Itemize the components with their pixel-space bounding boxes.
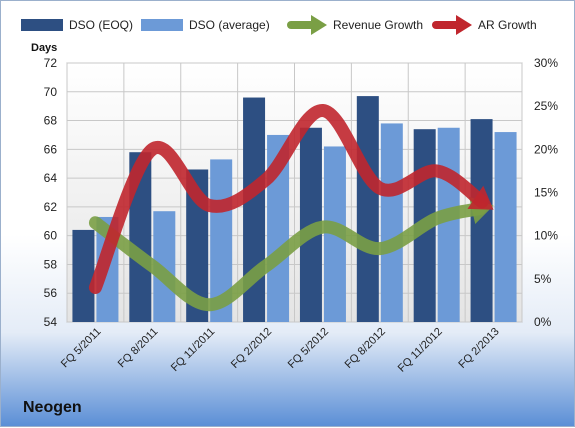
bar-dso-eoq — [356, 96, 379, 322]
y-left-tick-label: 62 — [44, 200, 58, 214]
bar-dso-average — [380, 123, 403, 322]
x-tick-label: FQ 11/2012 — [396, 326, 445, 375]
bar-dso-average — [153, 211, 176, 322]
y-left-tick-label: 60 — [44, 229, 58, 243]
y-right-tick-label: 5% — [534, 272, 552, 286]
y-right-tick-label: 30% — [534, 56, 558, 70]
bar-dso-eoq — [129, 152, 152, 322]
y-right-tick-label: 25% — [534, 99, 558, 113]
legend-swatch — [21, 19, 63, 31]
x-tick-label: FQ 5/2011 — [59, 326, 104, 371]
legend-label: Revenue Growth — [333, 18, 423, 32]
y-right-tick-label: 10% — [534, 229, 558, 243]
legend-swatch — [141, 19, 183, 31]
legend-arrowhead — [456, 15, 472, 35]
y-left-axis-title: Days — [31, 42, 57, 54]
legend-label: DSO (EOQ) — [69, 18, 133, 32]
bar-dso-eoq — [470, 119, 493, 322]
y-left-tick-label: 54 — [44, 315, 58, 329]
y-right-tick-label: 0% — [534, 315, 552, 329]
y-left-tick-label: 68 — [44, 114, 58, 128]
y-left-tick-label: 66 — [44, 142, 58, 156]
x-tick-label: FQ 8/2012 — [343, 326, 388, 371]
y-left-tick-label: 70 — [44, 85, 58, 99]
y-left-tick-label: 56 — [44, 286, 58, 300]
legend-label: DSO (average) — [189, 18, 270, 32]
company-name: Neogen — [23, 399, 82, 416]
x-tick-label: FQ 11/2011 — [169, 326, 217, 374]
legend-label: AR Growth — [478, 18, 537, 32]
x-tick-label: FQ 8/2011 — [116, 326, 161, 371]
y-left-tick-label: 72 — [44, 56, 58, 70]
arrowhead-ar-growth — [467, 185, 494, 210]
bar-dso-eoq — [72, 229, 95, 322]
x-tick-label: FQ 2/2012 — [229, 326, 274, 371]
y-left-tick-label: 58 — [44, 257, 58, 271]
y-right-tick-label: 15% — [534, 186, 558, 200]
y-right-tick-label: 20% — [534, 142, 558, 156]
legend-arrowhead — [311, 15, 327, 35]
bar-dso-average — [494, 132, 517, 322]
y-left-tick-label: 64 — [44, 171, 58, 185]
x-tick-label: FQ 2/2013 — [456, 326, 501, 371]
line-revenue-growth — [88, 202, 487, 312]
line-ar-growth — [88, 103, 489, 294]
x-tick-label: FQ 5/2012 — [286, 326, 331, 371]
bar-dso-average — [437, 127, 460, 322]
